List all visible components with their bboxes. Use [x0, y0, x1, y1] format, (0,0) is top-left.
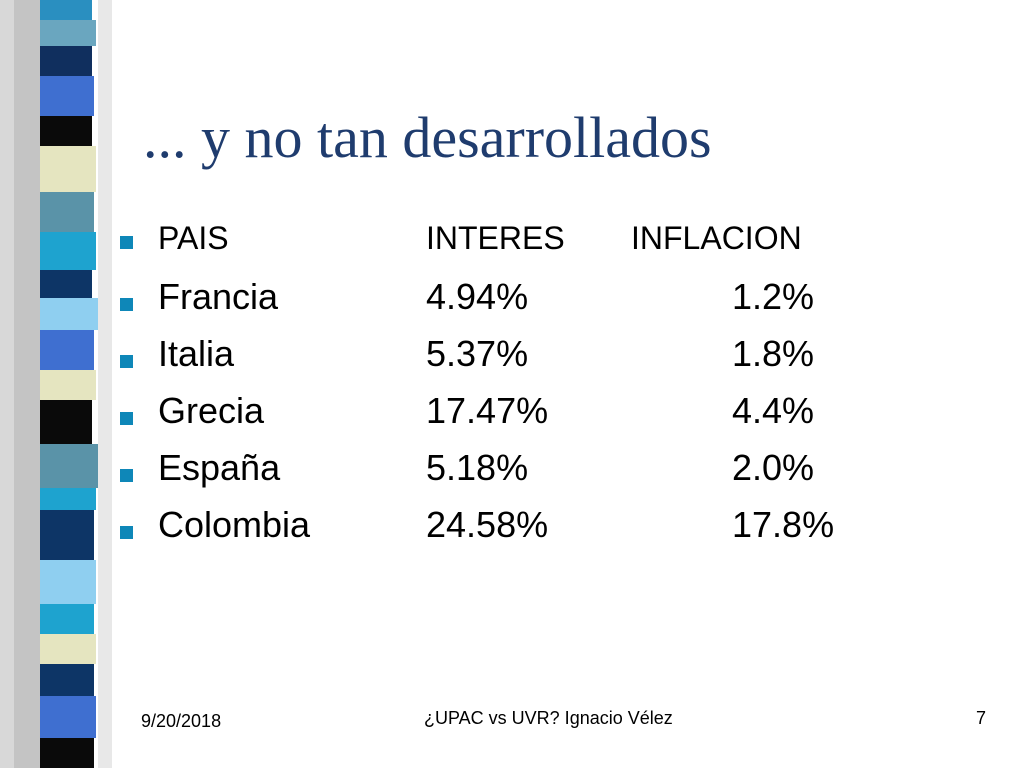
bullet-square-icon	[120, 469, 133, 482]
row-inflacion: 1.8%	[732, 333, 815, 374]
bullet-square-icon	[120, 355, 133, 368]
row-interes: 24.58%	[426, 504, 549, 545]
slide-title: ... y no tan desarrollados	[143, 105, 712, 170]
header-inflacion: INFLACION	[631, 220, 802, 256]
table-row: España 5.18% 2.0%	[120, 439, 880, 496]
row-interes: 17.47%	[426, 390, 549, 431]
table-header-row: PAIS INTERES INFLACION	[120, 216, 880, 268]
footer-title: ¿UPAC vs UVR? Ignacio Vélez	[424, 708, 673, 728]
row-pais: Francia	[158, 276, 279, 317]
side-band-stripes	[0, 0, 112, 768]
row-inflacion: 17.8%	[732, 504, 835, 545]
table-row: Italia 5.37% 1.8%	[120, 325, 880, 382]
bullet-square-icon	[120, 412, 133, 425]
decorative-side-band	[0, 0, 118, 768]
row-inflacion: 1.2%	[732, 276, 815, 317]
bullet-square-icon	[120, 298, 133, 311]
row-inflacion: 2.0%	[732, 447, 815, 488]
table-row: Colombia 24.58% 17.8%	[120, 496, 880, 553]
row-pais: España	[158, 447, 281, 488]
footer-date: 9/20/2018	[141, 711, 222, 731]
table-row: Francia 4.94% 1.2%	[120, 268, 880, 325]
row-pais: Colombia	[158, 504, 311, 545]
row-pais: Grecia	[158, 390, 265, 431]
row-inflacion: 4.4%	[732, 390, 815, 431]
header-interes: INTERES	[426, 220, 565, 256]
rates-table: PAIS INTERES INFLACION Francia 4.94% 1.2…	[120, 216, 880, 553]
bullet-square-icon	[120, 236, 133, 249]
row-interes: 5.18%	[426, 447, 529, 488]
row-interes: 5.37%	[426, 333, 529, 374]
footer-page-number: 7	[976, 708, 987, 728]
table-row: Grecia 17.47% 4.4%	[120, 382, 880, 439]
header-pais: PAIS	[158, 220, 229, 256]
row-interes: 4.94%	[426, 276, 529, 317]
row-pais: Italia	[158, 333, 235, 374]
bullet-square-icon	[120, 526, 133, 539]
